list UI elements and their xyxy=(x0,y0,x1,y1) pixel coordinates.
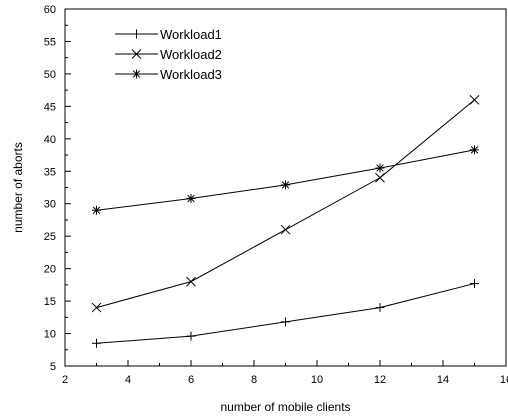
data-point xyxy=(375,172,385,183)
y-tick-label: 35 xyxy=(44,166,56,178)
legend-item: Workload3 xyxy=(115,67,222,82)
data-point xyxy=(186,331,196,341)
data-point xyxy=(470,145,479,155)
data-point xyxy=(92,338,101,348)
x-tick-label: 10 xyxy=(311,374,323,386)
legend-label: Workload3 xyxy=(160,67,222,82)
series-line xyxy=(96,149,475,211)
y-axis-title: number of aborts xyxy=(11,142,25,233)
y-tick-label: 45 xyxy=(44,101,56,113)
data-point xyxy=(469,95,480,105)
x-tick-label: 2 xyxy=(62,374,68,386)
legend-label: Workload1 xyxy=(160,27,222,42)
y-tick-label: 10 xyxy=(44,329,56,341)
x-axis: 2 4 6 8 10 12 14 16 xyxy=(62,360,508,386)
y-tick-label: 20 xyxy=(44,264,56,276)
legend-item: Workload2 xyxy=(115,47,222,62)
series-workload2 xyxy=(91,95,480,313)
y-tick-label: 50 xyxy=(44,69,56,81)
x-tick-label: 4 xyxy=(125,374,131,386)
legend-marker xyxy=(132,29,141,39)
series-line xyxy=(96,283,475,344)
y-tick-label: 15 xyxy=(44,296,56,308)
data-point xyxy=(375,163,385,173)
x-tick-label: 12 xyxy=(374,374,386,386)
data-point xyxy=(281,317,290,327)
data-point xyxy=(186,276,196,287)
x-axis-title: number of mobile clients xyxy=(220,400,350,414)
x-tick-label: 8 xyxy=(251,374,257,386)
y-tick-label: 40 xyxy=(44,134,56,146)
y-tick-label: 5 xyxy=(50,361,56,373)
data-point xyxy=(186,194,196,204)
series-line xyxy=(96,99,475,309)
y-tick-label: 30 xyxy=(44,199,56,211)
data-point xyxy=(280,224,291,235)
legend-marker xyxy=(131,49,142,59)
series-layer xyxy=(91,95,480,348)
data-point xyxy=(92,205,101,215)
x-tick-label: 6 xyxy=(188,374,194,386)
legend-label: Workload2 xyxy=(160,47,222,62)
y-tick-label: 25 xyxy=(44,231,56,243)
data-point xyxy=(470,279,479,289)
data-point xyxy=(91,302,102,313)
series-workload3 xyxy=(92,145,479,215)
x-tick-label: 16 xyxy=(500,374,508,386)
data-point xyxy=(281,180,290,190)
x-tick-label: 14 xyxy=(437,374,449,386)
y-tick-label: 60 xyxy=(44,4,56,16)
data-point xyxy=(375,303,385,313)
series-workload1 xyxy=(92,279,479,348)
legend-marker xyxy=(132,69,141,79)
y-tick-label: 55 xyxy=(44,36,56,48)
legend: Workload1 Workload2 Workload3 xyxy=(115,27,222,82)
y-axis: 5 10 15 20 25 30 35 40 45 50 55 60 xyxy=(44,4,71,373)
legend-item: Workload1 xyxy=(115,27,222,42)
